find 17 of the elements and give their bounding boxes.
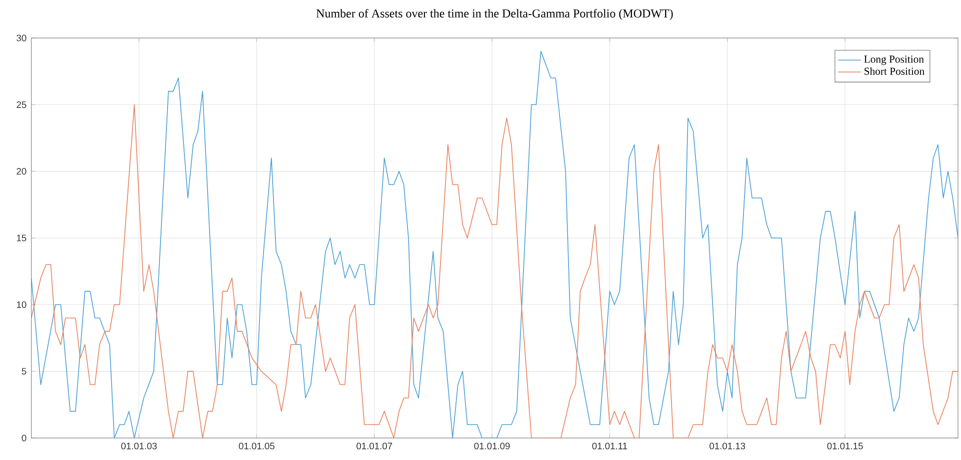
x-tick-label: 01.01.05 — [238, 442, 274, 450]
x-tick-label: 01.01.15 — [827, 442, 863, 450]
x-tick-label: 01.01.03 — [121, 442, 157, 450]
legend-label: Short Position — [864, 67, 924, 75]
y-tick-label: 25 — [16, 101, 26, 108]
x-tick-label: 01.01.07 — [356, 442, 392, 450]
y-tick-label: 0 — [22, 434, 26, 442]
x-tick-label: 01.01.13 — [710, 442, 746, 450]
y-tick-label: 10 — [16, 301, 26, 308]
y-tick-label: 5 — [22, 368, 26, 375]
x-tick-label: 01.01.09 — [474, 442, 510, 450]
y-tick-label: 30 — [16, 34, 26, 42]
x-tick-label: 01.01.11 — [592, 442, 628, 450]
chart-title: Number of Assets over the time in the Delta-Gamma Portfolio (MODWT) — [316, 8, 673, 20]
y-tick-label: 15 — [16, 234, 26, 242]
y-tick-label: 20 — [16, 168, 26, 175]
legend-label: Long Position — [864, 56, 924, 65]
